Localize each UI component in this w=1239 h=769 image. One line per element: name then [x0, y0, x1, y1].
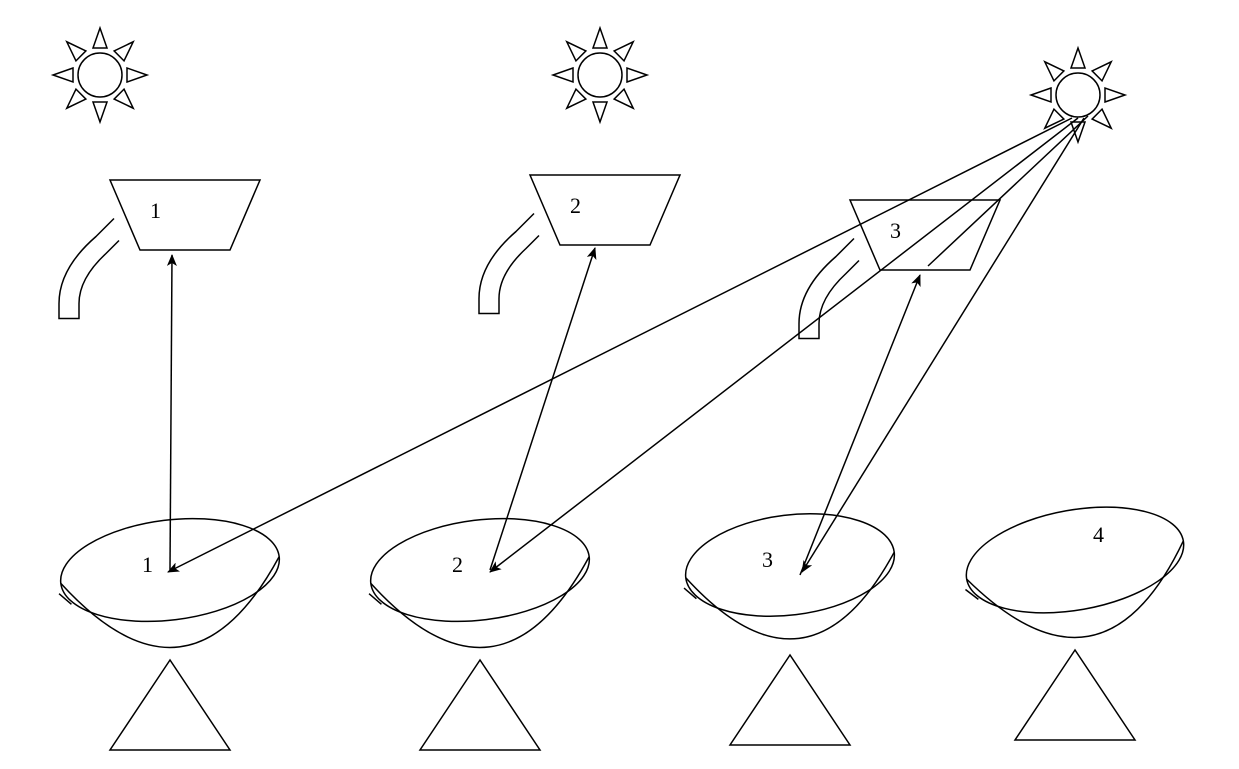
reflector-label: 1 — [142, 552, 153, 578]
reflector-label: 4 — [1093, 522, 1104, 548]
ray-arrow — [800, 275, 920, 575]
sun-icon — [553, 28, 647, 122]
ray-arrow — [802, 118, 1084, 572]
stand-icon — [110, 660, 230, 750]
ray-arrow — [490, 118, 1078, 572]
stand-icon — [730, 655, 850, 745]
reflector-label: 3 — [762, 547, 773, 573]
ray-arrow — [928, 116, 1088, 266]
reflector-dish-icon — [955, 492, 1197, 656]
stand-icon — [420, 660, 540, 750]
ray-arrow — [168, 118, 1072, 572]
reflector-dish-icon — [362, 507, 599, 661]
sun-icon — [53, 28, 147, 122]
diagram-canvas — [0, 0, 1239, 769]
collector-label: 3 — [890, 218, 901, 244]
collector-label: 1 — [150, 198, 161, 224]
reflector-dish-icon — [677, 503, 904, 652]
stand-icon — [1015, 650, 1135, 740]
ray-arrow — [490, 248, 595, 570]
collector-label: 2 — [570, 193, 581, 219]
ray-arrow — [170, 255, 172, 570]
reflector-label: 2 — [452, 552, 463, 578]
